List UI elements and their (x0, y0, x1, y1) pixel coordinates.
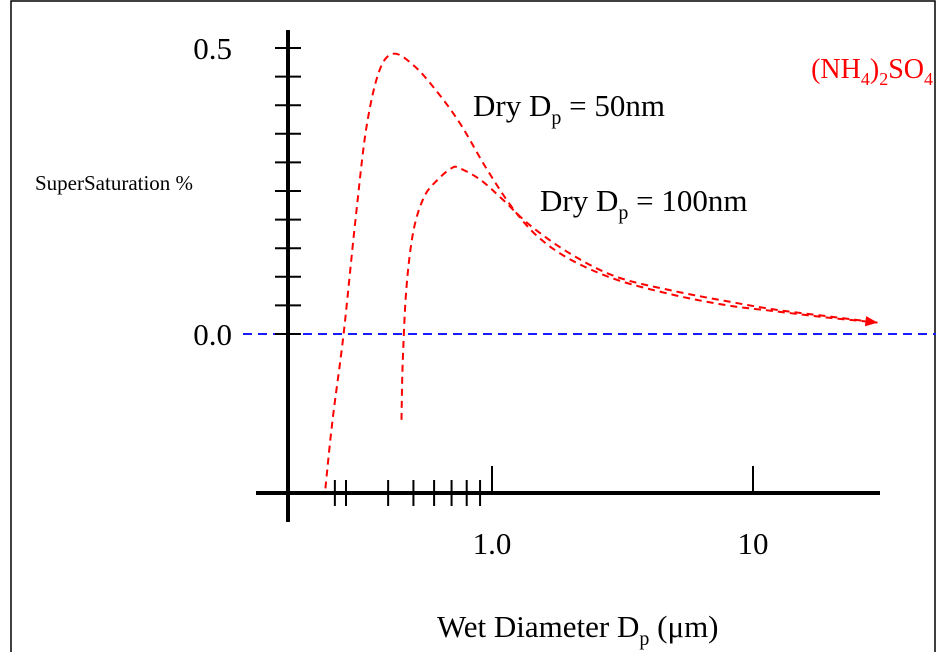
series-label-50nm: Dry Dp = 50nm (473, 88, 665, 129)
compound-part: SO (888, 54, 924, 85)
compound-part: ) (870, 54, 879, 85)
series-label-tail: = 100nm (628, 183, 747, 218)
series-label-main: Dry D (540, 183, 618, 218)
compound-part: (NH (811, 54, 861, 85)
x-axis-label-tail: (μm) (649, 609, 718, 644)
compound-subscript: 4 (924, 69, 933, 89)
compound-label: (NH4)2SO4 (811, 54, 933, 89)
x-axis-label: Wet Diameter Dp (μm) (437, 609, 719, 650)
series-label-subscript: p (618, 202, 628, 224)
series-label-subscript: p (551, 107, 561, 129)
series-layer (324, 52, 878, 489)
y-tick-label: 0.0 (193, 317, 232, 352)
axes-layer: 0.0 0.5 1.0 10 (193, 30, 880, 561)
x-tick-label: 10 (738, 526, 769, 561)
x-axis-label-subscript: p (639, 628, 649, 650)
compound-subscript: 4 (861, 69, 870, 89)
series-label-100nm: Dry Dp = 100nm (540, 183, 747, 224)
y-tick-label: 0.5 (193, 31, 232, 66)
y-axis-label: SuperSaturation % (35, 171, 193, 195)
series-arrowhead-1 (865, 316, 878, 326)
series-label-main: Dry D (473, 88, 551, 123)
figure-frame (10, 0, 936, 656)
series-line-0 (324, 52, 878, 489)
x-tick-label: 1.0 (473, 526, 512, 561)
series-label-tail: = 50nm (561, 88, 665, 123)
compound-subscript: 2 (879, 69, 888, 89)
x-axis-label-main: Wet Diameter D (437, 609, 639, 644)
